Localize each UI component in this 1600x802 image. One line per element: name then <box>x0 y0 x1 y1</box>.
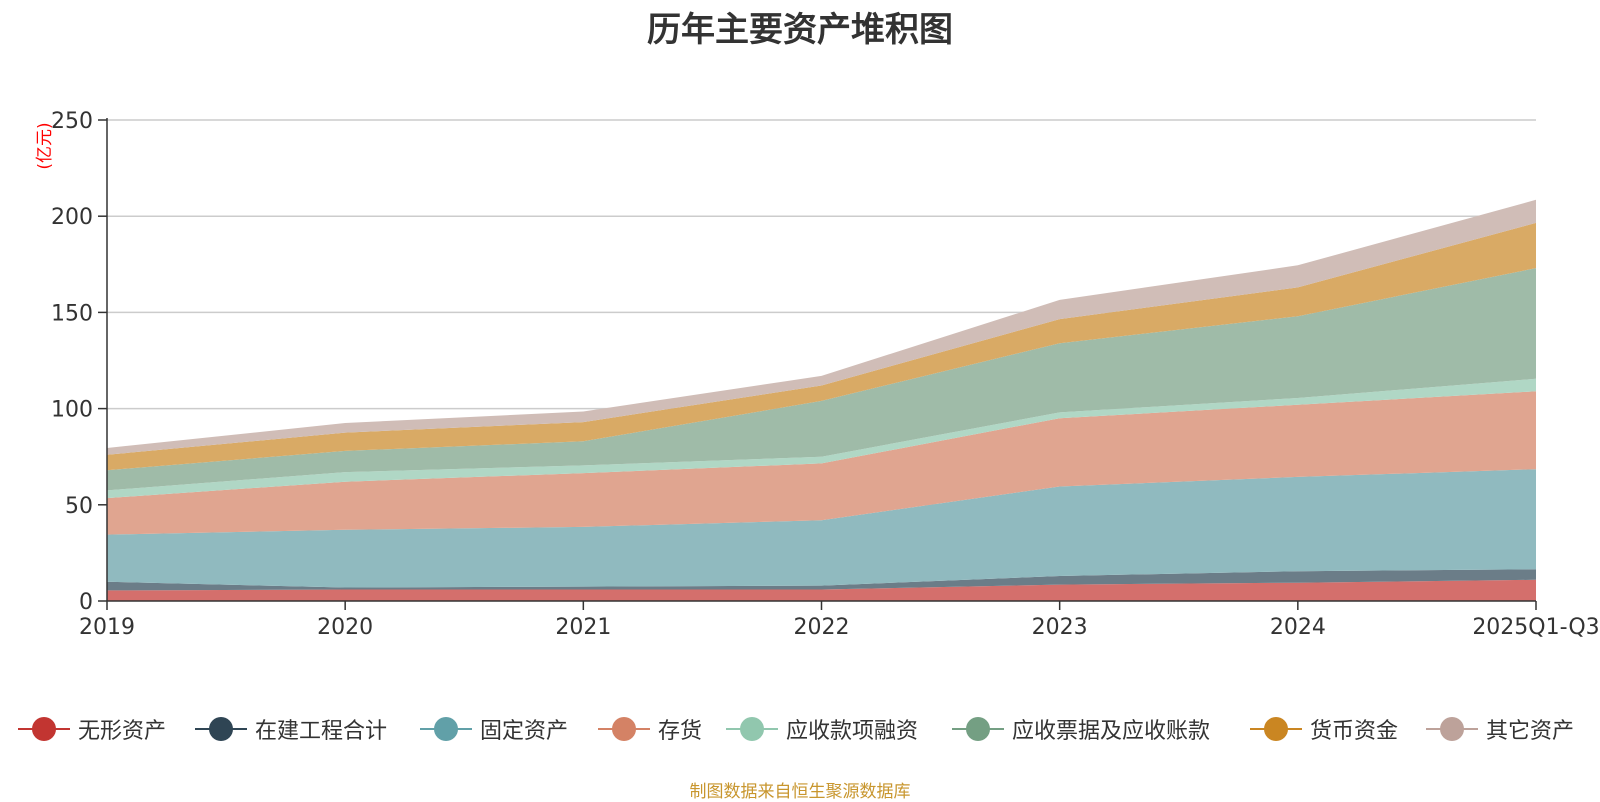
legend-item-4[interactable]: 存货 <box>598 712 702 746</box>
y-tick-label: 0 <box>79 590 93 615</box>
x-tick-label: 2025Q1-Q3 <box>1472 615 1599 640</box>
legend-item-3[interactable]: 固定资产 <box>420 712 568 746</box>
area-series-1[interactable] <box>107 579 1536 601</box>
legend-marker <box>1426 712 1478 746</box>
legend-marker <box>952 712 1004 746</box>
x-tick-label: 2023 <box>1032 615 1088 640</box>
x-tick-label: 2024 <box>1270 615 1326 640</box>
data-source-note: 制图数据来自恒生聚源数据库 <box>689 782 911 802</box>
y-tick-label: 250 <box>51 109 93 134</box>
y-tick-label: 100 <box>51 398 93 423</box>
legend-item-2[interactable]: 在建工程合计 <box>195 712 387 746</box>
legend-label: 应收票据及应收账款 <box>1012 719 1211 744</box>
chart-legend: 无形资产 在建工程合计 固定资产 存货 应收款项融资 应收票据及应收账款 货币资金 其它资产 <box>0 712 1600 746</box>
legend-item-6[interactable]: 应收票据及应收账款 <box>952 712 1210 746</box>
legend-label: 无形资产 <box>78 719 167 744</box>
area-series-6[interactable] <box>107 268 1536 491</box>
area-series-2[interactable] <box>107 569 1536 591</box>
chart-title: 历年主要资产堆积图 <box>647 10 953 50</box>
legend-item-7[interactable]: 货币资金 <box>1250 712 1398 746</box>
area-series-7[interactable] <box>107 222 1536 471</box>
x-tick-label: 2020 <box>317 615 373 640</box>
legend-marker <box>598 712 650 746</box>
legend-label: 固定资产 <box>480 719 569 744</box>
legend-item-5[interactable]: 应收款项融资 <box>726 712 918 746</box>
y-axis-unit-label: (亿元) <box>35 122 55 169</box>
legend-label: 存货 <box>658 719 703 744</box>
legend-label: 应收款项融资 <box>786 719 919 744</box>
y-tick-label: 150 <box>51 301 93 326</box>
legend-marker <box>726 712 778 746</box>
area-series <box>107 199 1536 601</box>
area-series-3[interactable] <box>107 469 1536 588</box>
x-tick-label: 2019 <box>79 615 135 640</box>
x-tick-label: 2022 <box>794 615 850 640</box>
legend-item-1[interactable]: 无形资产 <box>18 712 166 746</box>
legend-item-8[interactable]: 其它资产 <box>1426 712 1574 746</box>
legend-label: 在建工程合计 <box>255 719 388 744</box>
legend-marker <box>1250 712 1302 746</box>
legend-label: 其它资产 <box>1486 719 1575 744</box>
area-series-4[interactable] <box>107 391 1536 535</box>
legend-label: 货币资金 <box>1310 719 1399 744</box>
legend-marker <box>18 712 70 746</box>
area-series-5[interactable] <box>107 378 1536 499</box>
legend-marker <box>195 712 247 746</box>
y-tick-label: 50 <box>65 494 93 519</box>
y-tick-label: 200 <box>51 205 93 230</box>
x-tick-label: 2021 <box>555 615 611 640</box>
axes: 0 50 100 150 200 250 2019 2020 2021 2022 2023 2024 2… <box>51 109 1600 640</box>
legend-marker <box>420 712 472 746</box>
